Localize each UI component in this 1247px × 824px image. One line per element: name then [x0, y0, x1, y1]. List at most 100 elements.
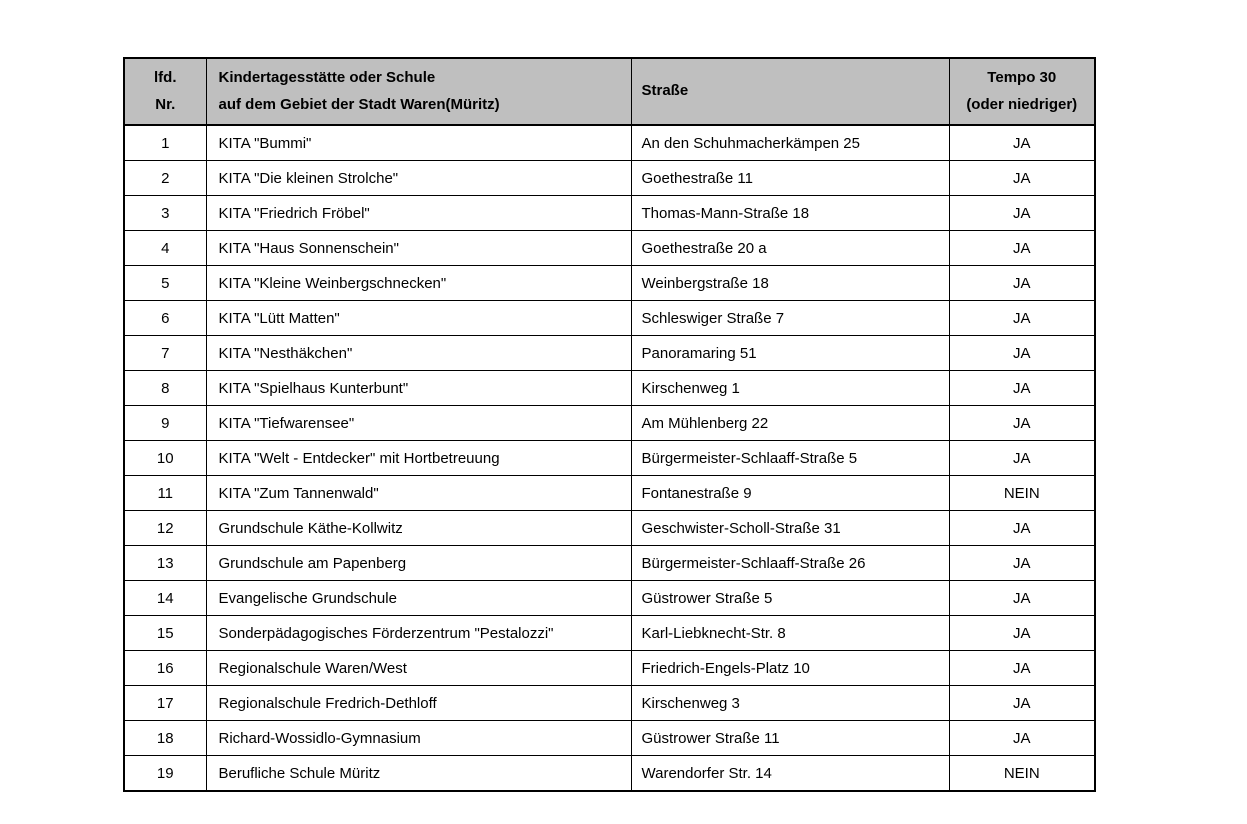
- cell-lfd-nr: 16: [123, 650, 207, 686]
- table-row: 18 Richard-Wossidlo-Gymnasium Güstrower …: [123, 720, 1096, 756]
- table-row: 2 KITA "Die kleinen Strolche" Goethestra…: [123, 160, 1096, 196]
- cell-lfd-nr: 10: [123, 440, 207, 476]
- cell-street: Panoramaring 51: [630, 335, 950, 371]
- cell-name: KITA "Spielhaus Kunterbunt": [205, 370, 632, 406]
- table-row: 12 Grundschule Käthe-Kollwitz Geschwiste…: [123, 510, 1096, 546]
- cell-name: KITA "Tiefwarensee": [205, 405, 632, 441]
- cell-tempo30: JA: [948, 440, 1096, 476]
- table-body: 1 KITA "Bummi" An den Schuhmacherkämpen …: [123, 124, 1096, 792]
- cell-name: KITA "Nesthäkchen": [205, 335, 632, 371]
- cell-name: Grundschule Käthe-Kollwitz: [205, 510, 632, 546]
- cell-tempo30: JA: [948, 685, 1096, 721]
- cell-street: Kirschenweg 3: [630, 685, 950, 721]
- cell-lfd-nr: 14: [123, 580, 207, 616]
- cell-tempo30: JA: [948, 405, 1096, 441]
- cell-street: Karl-Liebknecht-Str. 8: [630, 615, 950, 651]
- table-row: 6 KITA "Lütt Matten" Schleswiger Straße …: [123, 300, 1096, 336]
- table-header-row: lfd. Nr. Kindertagesstätte oder Schule a…: [123, 57, 1096, 126]
- cell-tempo30: JA: [948, 265, 1096, 301]
- cell-lfd-nr: 3: [123, 195, 207, 231]
- table-row: 10 KITA "Welt - Entdecker" mit Hortbetre…: [123, 440, 1096, 476]
- table-row: 1 KITA "Bummi" An den Schuhmacherkämpen …: [123, 124, 1096, 161]
- cell-street: Fontanestraße 9: [630, 475, 950, 511]
- cell-lfd-nr: 19: [123, 755, 207, 792]
- cell-tempo30: JA: [948, 545, 1096, 581]
- table-row: 11 KITA "Zum Tannenwald" Fontanestraße 9…: [123, 475, 1096, 511]
- table-row: 7 KITA "Nesthäkchen" Panoramaring 51 JA: [123, 335, 1096, 371]
- cell-street: Schleswiger Straße 7: [630, 300, 950, 336]
- cell-tempo30: JA: [948, 124, 1096, 161]
- cell-lfd-nr: 15: [123, 615, 207, 651]
- cell-name: KITA "Bummi": [205, 124, 632, 161]
- table-row: 19 Berufliche Schule Müritz Warendorfer …: [123, 755, 1096, 792]
- cell-name: KITA "Lütt Matten": [205, 300, 632, 336]
- cell-street: Warendorfer Str. 14: [630, 755, 950, 792]
- cell-tempo30: JA: [948, 300, 1096, 336]
- cell-street: Geschwister-Scholl-Straße 31: [630, 510, 950, 546]
- table-row: 14 Evangelische Grundschule Güstrower St…: [123, 580, 1096, 616]
- cell-name: Regionalschule Waren/West: [205, 650, 632, 686]
- cell-name: KITA "Welt - Entdecker" mit Hortbetreuun…: [205, 440, 632, 476]
- cell-street: Friedrich-Engels-Platz 10: [630, 650, 950, 686]
- cell-name: KITA "Zum Tannenwald": [205, 475, 632, 511]
- table-row: 5 KITA "Kleine Weinbergschnecken" Weinbe…: [123, 265, 1096, 301]
- cell-name: Evangelische Grundschule: [205, 580, 632, 616]
- cell-street: Goethestraße 20 a: [630, 230, 950, 266]
- cell-lfd-nr: 2: [123, 160, 207, 196]
- cell-name: KITA "Friedrich Fröbel": [205, 195, 632, 231]
- cell-name: KITA "Die kleinen Strolche": [205, 160, 632, 196]
- header-street: Straße: [630, 57, 950, 126]
- table-row: 8 KITA "Spielhaus Kunterbunt" Kirschenwe…: [123, 370, 1096, 406]
- cell-lfd-nr: 9: [123, 405, 207, 441]
- cell-street: Bürgermeister-Schlaaff-Straße 5: [630, 440, 950, 476]
- header-lfd-nr: lfd. Nr.: [123, 57, 207, 126]
- table-row: 13 Grundschule am Papenberg Bürgermeiste…: [123, 545, 1096, 581]
- table-row: 9 KITA "Tiefwarensee" Am Mühlenberg 22 J…: [123, 405, 1096, 441]
- table-row: 4 KITA "Haus Sonnenschein" Goethestraße …: [123, 230, 1096, 266]
- cell-lfd-nr: 17: [123, 685, 207, 721]
- table-row: 3 KITA "Friedrich Fröbel" Thomas-Mann-St…: [123, 195, 1096, 231]
- cell-lfd-nr: 8: [123, 370, 207, 406]
- cell-street: Thomas-Mann-Straße 18: [630, 195, 950, 231]
- cell-lfd-nr: 13: [123, 545, 207, 581]
- cell-tempo30: JA: [948, 615, 1096, 651]
- cell-tempo30: JA: [948, 230, 1096, 266]
- cell-name: Sonderpädagogisches Förderzentrum "Pesta…: [205, 615, 632, 651]
- cell-street: Güstrower Straße 11: [630, 720, 950, 756]
- cell-name: KITA "Haus Sonnenschein": [205, 230, 632, 266]
- cell-tempo30: JA: [948, 510, 1096, 546]
- cell-lfd-nr: 18: [123, 720, 207, 756]
- cell-tempo30: JA: [948, 160, 1096, 196]
- cell-tempo30: JA: [948, 580, 1096, 616]
- cell-name: Richard-Wossidlo-Gymnasium: [205, 720, 632, 756]
- cell-name: Grundschule am Papenberg: [205, 545, 632, 581]
- table-row: 17 Regionalschule Fredrich-Dethloff Kirs…: [123, 685, 1096, 721]
- cell-lfd-nr: 12: [123, 510, 207, 546]
- table-row: 16 Regionalschule Waren/West Friedrich-E…: [123, 650, 1096, 686]
- cell-lfd-nr: 1: [123, 124, 207, 161]
- cell-tempo30: JA: [948, 650, 1096, 686]
- cell-street: Weinbergstraße 18: [630, 265, 950, 301]
- cell-name: KITA "Kleine Weinbergschnecken": [205, 265, 632, 301]
- cell-lfd-nr: 5: [123, 265, 207, 301]
- cell-street: Goethestraße 11: [630, 160, 950, 196]
- cell-street: Güstrower Straße 5: [630, 580, 950, 616]
- header-name: Kindertagesstätte oder Schule auf dem Ge…: [205, 57, 632, 126]
- cell-street: Kirschenweg 1: [630, 370, 950, 406]
- cell-tempo30: JA: [948, 370, 1096, 406]
- cell-lfd-nr: 7: [123, 335, 207, 371]
- cell-tempo30: JA: [948, 195, 1096, 231]
- tempo30-schools-table: lfd. Nr. Kindertagesstätte oder Schule a…: [123, 57, 1096, 792]
- cell-lfd-nr: 6: [123, 300, 207, 336]
- cell-street: Bürgermeister-Schlaaff-Straße 26: [630, 545, 950, 581]
- cell-tempo30: JA: [948, 335, 1096, 371]
- cell-tempo30: NEIN: [948, 475, 1096, 511]
- cell-name: Berufliche Schule Müritz: [205, 755, 632, 792]
- cell-tempo30: JA: [948, 720, 1096, 756]
- cell-street: An den Schuhmacherkämpen 25: [630, 124, 950, 161]
- header-tempo30: Tempo 30 (oder niedriger): [948, 57, 1096, 126]
- cell-lfd-nr: 4: [123, 230, 207, 266]
- table-row: 15 Sonderpädagogisches Förderzentrum "Pe…: [123, 615, 1096, 651]
- cell-name: Regionalschule Fredrich-Dethloff: [205, 685, 632, 721]
